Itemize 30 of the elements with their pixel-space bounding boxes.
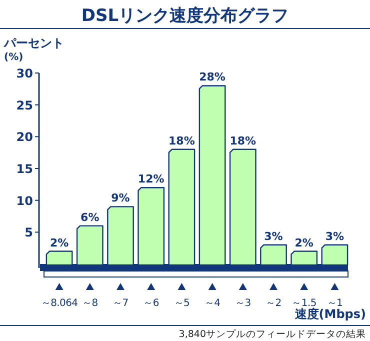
data-label: 18% <box>168 134 195 148</box>
y-tick-label: 25 <box>16 98 33 112</box>
data-label: 6% <box>80 210 100 224</box>
x-tick-label: ～8 <box>82 298 98 309</box>
data-label: 18% <box>230 134 256 148</box>
x-tick-label: ～2 <box>266 298 282 309</box>
data-label: 3% <box>264 230 283 243</box>
data-label: 28% <box>199 70 226 84</box>
y-tick-label: 10 <box>16 194 33 208</box>
x-tick-label: ～8.064 <box>40 298 78 309</box>
y-tick-label: 20 <box>16 130 33 144</box>
x-tick-label: ～6 <box>143 298 159 309</box>
data-label: 2% <box>294 236 314 250</box>
x-axis-title: 速度(Mbps) <box>294 307 366 321</box>
y-tick-label: 15 <box>16 162 33 176</box>
y-tick-label: 30 <box>16 66 33 80</box>
text: 3,840サンプルのフィールドデータの結果 <box>178 328 366 340</box>
x-tick-label: ～3 <box>235 298 251 309</box>
x-tick-label: ～4 <box>204 298 220 309</box>
y-tick-label: 5 <box>24 226 33 240</box>
chart-title: DSLリンク速度分布グラフ <box>81 6 289 26</box>
data-label: 12% <box>138 172 164 186</box>
x-tick-label: ～1 <box>326 298 343 309</box>
data-label: 3% <box>325 230 344 243</box>
data-label: 2% <box>50 236 69 250</box>
y-axis-title: パーセント (%) <box>3 36 64 63</box>
data-label: 9% <box>111 192 130 205</box>
x-tick-label: ～5 <box>174 298 190 309</box>
x-tick-label: ～7 <box>112 298 128 309</box>
x-tick-label: ～1.5 <box>292 298 316 309</box>
